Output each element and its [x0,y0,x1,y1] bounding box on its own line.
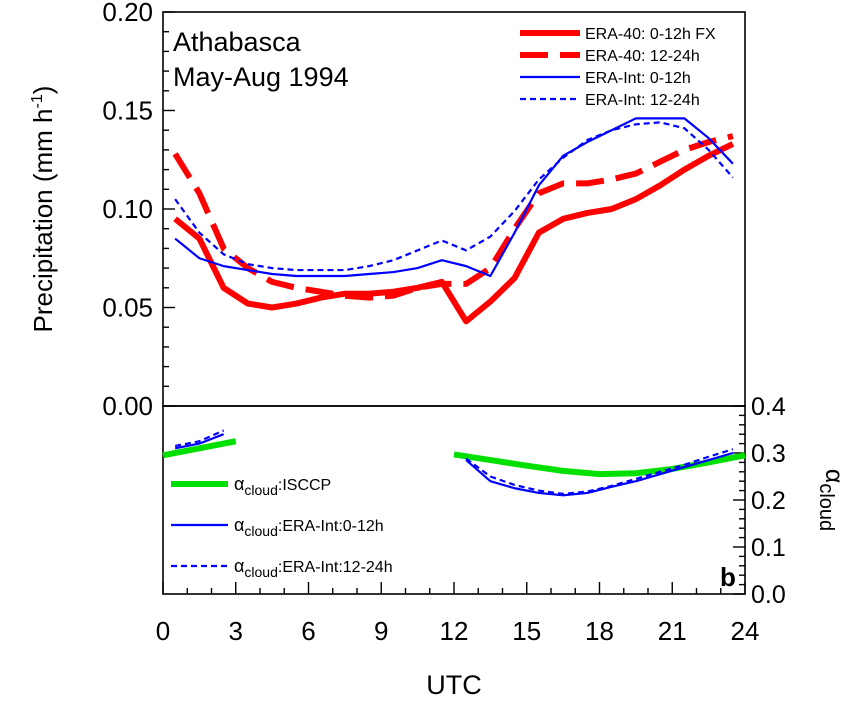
y-axis-label-cloud: αcloud [815,469,848,531]
y-tick-label: 0.15 [102,96,153,126]
legend-label: αcloud:ERA-Int:0-12h [234,515,384,539]
y2-tick-label: 0.4 [751,393,786,421]
y-axis-label-subscript: cloud [815,483,837,531]
x-tick-label: 12 [440,616,469,646]
y-axis-label-alpha: α [820,469,848,483]
legend-label: αcloud:ERA-Int:12-24h [234,556,393,580]
series-line [465,451,734,497]
upper-series-group [172,117,735,325]
y2-tick-label: 0.3 [751,440,786,468]
series-line [172,133,734,301]
y2-tick-label: 0.0 [751,581,786,609]
series-line [174,433,225,450]
legend-label: ERA-Int: 12-24h [585,92,700,109]
series-line [174,429,225,448]
legend-series-name: :ERA-Int:12-24h [278,559,393,576]
legend-label: ERA-40: 12-24h [585,48,700,65]
legend-series-name: :ERA-Int:0-12h [278,518,384,535]
x-tick-label: 24 [731,616,760,646]
x-tick-label: 3 [229,616,243,646]
series-line [453,451,746,478]
legend-label: ERA-40: 0-12h FX [585,26,716,43]
upper-y-axis: 0.00 0.05 0.10 0.15 0.20 [102,0,175,421]
series-line [174,121,734,272]
legend-series-name: :ISCCP [278,477,331,494]
legend-subscript: cloud [244,564,277,580]
y2-tick-label: 0.1 [751,534,786,562]
y2-tick-label: 0.2 [751,487,786,515]
x-tick-label: 18 [585,616,614,646]
x-tick-label: 0 [156,616,170,646]
series-line [162,438,237,459]
legend-label: ERA-Int: 0-12h [585,70,691,87]
legend-alpha-symbol: α [234,515,244,535]
y-tick-label: 0.20 [102,0,153,27]
series-line [173,141,735,325]
lower-y-axis: 0.0 0.1 0.2 0.3 0.4 [733,393,786,609]
x-tick-label: 21 [658,616,687,646]
y-tick-label: 0.10 [102,194,153,224]
lower-panel: 0.00.10.20.30.4 αcloud:ISCCPαcloud:ERA-I… [156,393,848,700]
chart-subtitle: May-Aug 1994 [173,62,349,92]
panel-label: b [720,562,736,592]
legend-subscript: cloud [244,482,277,498]
upper-legend: ERA-40: 0-12h FX ERA-40: 12-24h ERA-Int: 0… [520,26,716,109]
y-axis-label-superscript: -1 [29,94,46,108]
series-line [465,448,734,495]
x-axis: 0 3 6 9 12 15 18 21 24 [156,582,760,646]
x-tick-label: 9 [374,616,388,646]
series-line [174,117,734,278]
y-axis-label-precipitation: Precipitation (mm h-1) [28,86,58,333]
y-tick-label: 0.00 [102,391,153,421]
y-axis-label-close: ) [28,86,58,95]
legend-alpha-symbol: α [234,474,244,494]
chart-title: Athabasca [173,27,302,57]
x-tick-label: 6 [301,616,315,646]
y-axis-label-main: Precipitation (mm h [28,108,58,332]
upper-panel: 0.00 0.05 0.10 0.15 0.20 Athabasca May-Aug 1… [28,0,746,421]
legend-subscript: cloud [244,523,277,539]
lower-legend: αcloud:ISCCPαcloud:ERA-Int:0-12hαcloud:E… [171,474,393,580]
legend-label: αcloud:ISCCP [234,474,331,498]
x-tick-label: 15 [512,616,541,646]
lower-series-group [162,429,746,497]
y-tick-label: 0.05 [102,293,153,323]
legend-alpha-symbol: α [234,556,244,576]
x-axis-label: UTC [426,670,482,700]
